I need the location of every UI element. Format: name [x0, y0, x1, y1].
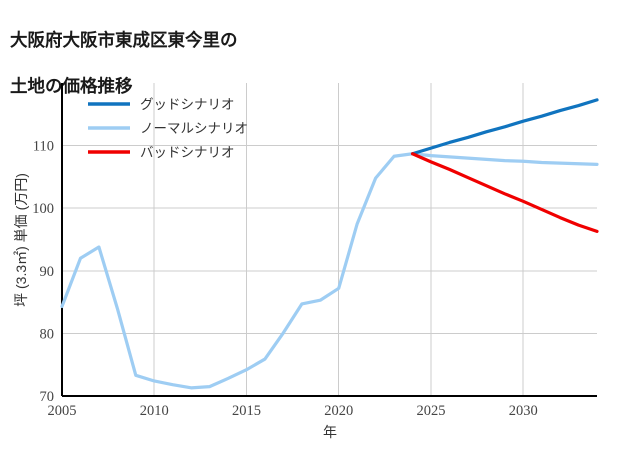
chart-title: 大阪府大阪市東成区東今里の 土地の価格推移	[10, 6, 440, 98]
x-tick-label-2025: 2025	[416, 403, 445, 419]
y-tick-label-80: 80	[40, 326, 55, 342]
vertical-gridlines	[153, 83, 524, 396]
horizontal-gridlines	[62, 145, 597, 397]
y-tick-label-110: 110	[33, 139, 54, 155]
x-tick-label-2010: 2010	[140, 403, 169, 419]
x-tick-label-2015: 2015	[232, 403, 261, 419]
y-axis-tick-labels: 70 80 90 100 110	[32, 139, 54, 405]
y-tick-label-100: 100	[32, 201, 54, 217]
y-tick-label-70: 70	[40, 389, 55, 405]
legend-label-normal: ノーマルシナリオ	[140, 121, 248, 136]
x-tick-label-2005: 2005	[48, 403, 77, 419]
legend-label-good: グッドシナリオ	[140, 97, 235, 112]
x-axis-title: 年	[323, 424, 337, 440]
chart-title-line-2: 土地の価格推移	[10, 76, 133, 97]
chart-title-line-1: 大阪府大阪市東成区東今里の	[10, 30, 238, 51]
x-axis-tick-labels: 2005 2010 2015 2020 2025 2030	[48, 403, 538, 419]
x-tick-label-2020: 2020	[324, 403, 353, 419]
series-line-bad	[410, 152, 599, 233]
x-tick-label-2030: 2030	[509, 403, 538, 419]
y-axis-title: 坪 (3.3㎡) 単価 (万円)	[13, 173, 29, 307]
series-lines	[60, 98, 599, 390]
legend-label-bad: バッドシナリオ	[140, 145, 235, 160]
series-line-good	[410, 98, 599, 156]
series-line-normal	[60, 152, 599, 390]
y-tick-label-90: 90	[40, 264, 55, 280]
